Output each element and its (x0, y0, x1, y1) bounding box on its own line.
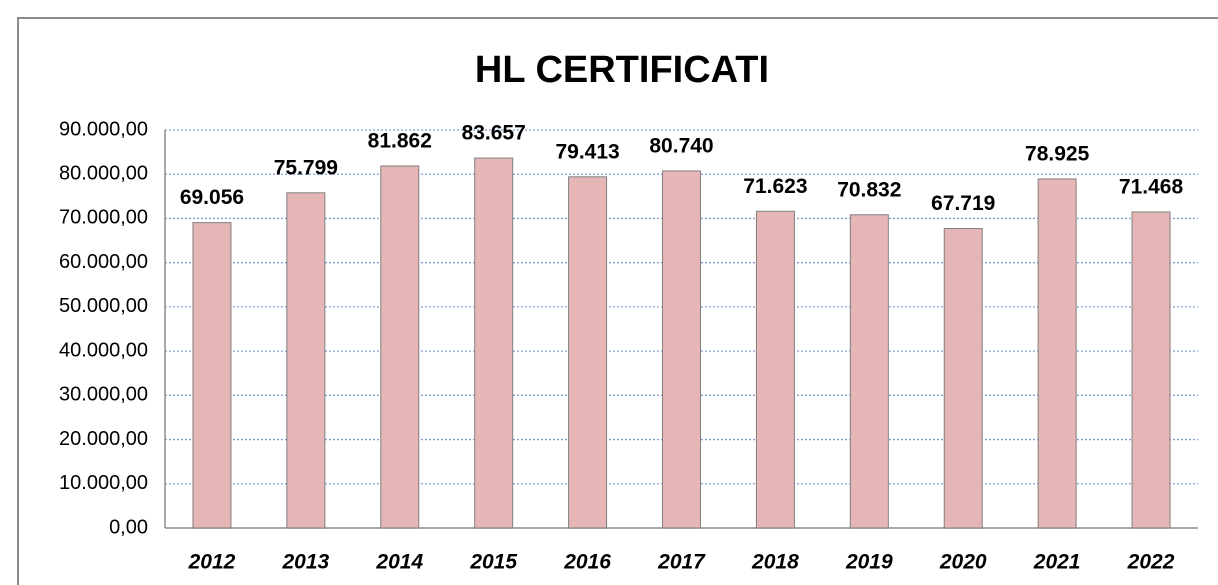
y-tick-label: 40.000,00 (59, 339, 148, 361)
bar (849, 214, 889, 529)
x-tick-label: 2019 (845, 551, 893, 574)
bar (192, 222, 232, 529)
bar (1131, 211, 1171, 529)
bar (755, 210, 795, 529)
value-label: 67.719 (931, 192, 995, 215)
bar (380, 165, 420, 529)
x-tick-label: 2020 (939, 551, 987, 574)
y-tick-label: 60.000,00 (59, 251, 148, 273)
value-label: 75.799 (274, 156, 338, 179)
value-label: 71.468 (1119, 175, 1184, 198)
bar (662, 170, 701, 529)
y-tick-label: 80.000,00 (59, 163, 148, 185)
y-tick-label: 20.000,00 (59, 428, 148, 450)
x-tick-label: 2017 (657, 551, 706, 574)
y-tick-label: 90.000,00 (59, 118, 148, 140)
x-tick-label: 2013 (282, 551, 330, 574)
y-tick-label: 50.000,00 (59, 295, 148, 317)
bar (568, 176, 608, 529)
y-tick-label: 0,00 (109, 516, 148, 538)
bar (943, 228, 983, 529)
value-label: 83.657 (462, 122, 526, 145)
value-label: 78.925 (1025, 143, 1090, 166)
bar (1037, 178, 1077, 529)
x-tick-label: 2016 (563, 551, 611, 574)
chart-title: HL CERTIFICATI (475, 49, 769, 91)
value-label: 81.862 (368, 130, 432, 153)
value-label: 70.832 (837, 178, 901, 201)
x-tick-label: 2012 (188, 551, 236, 574)
value-label: 79.413 (555, 140, 619, 163)
x-tick-label: 2014 (375, 551, 423, 574)
x-tick-label: 2015 (469, 551, 517, 574)
x-tick-label: 2022 (1127, 551, 1175, 574)
value-label: 69.056 (180, 186, 244, 209)
bar (474, 157, 514, 529)
value-label: 71.623 (743, 175, 807, 198)
x-tick-label: 2018 (751, 551, 799, 574)
x-tick-label: 2021 (1033, 551, 1081, 574)
y-tick-label: 70.000,00 (59, 207, 148, 229)
y-tick-label: 30.000,00 (59, 384, 148, 406)
y-tick-label: 10.000,00 (59, 472, 148, 494)
bar (286, 192, 326, 529)
value-label: 80.740 (649, 134, 713, 157)
